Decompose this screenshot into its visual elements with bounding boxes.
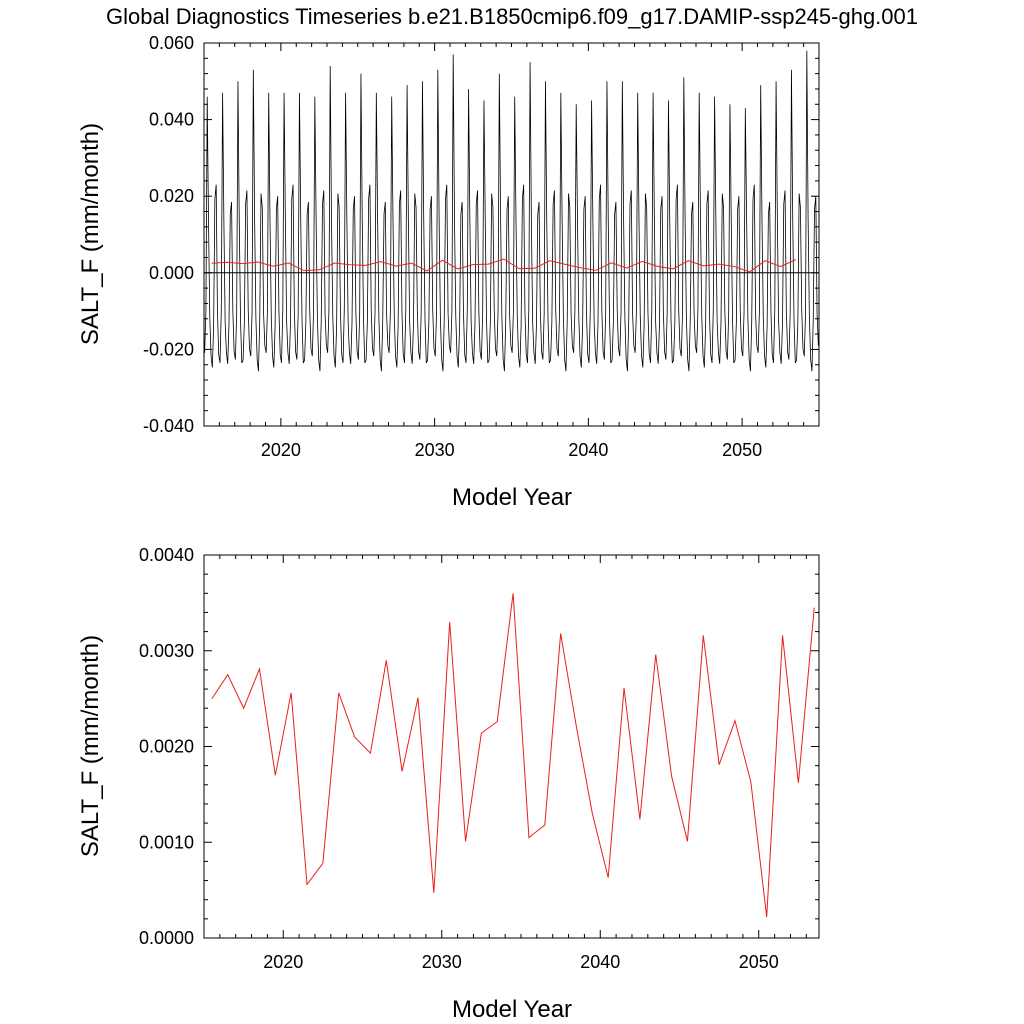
bottom-x-tick-label: 2040 bbox=[580, 952, 620, 972]
top-x-tick-label: 2030 bbox=[415, 440, 455, 460]
top-series-group bbox=[204, 50, 819, 372]
chart-panel-top: 2020 2030 2040 2050 -0.040 -0.020 0.000 0.020 0.… bbox=[77, 33, 820, 511]
top-axis-ticks: 2020 2030 2040 2050 -0.040 -0.020 0.000 0.020 0.… bbox=[143, 33, 820, 460]
bottom-y-tick-label: 0.0010 bbox=[139, 832, 194, 852]
top-x-axis-title: Model Year bbox=[452, 484, 572, 511]
bottom-axis-ticks: 2020 2030 2040 2050 0.0000 0.0010 0.0020 0.0030… bbox=[139, 545, 819, 972]
top-y-axis-title: SALT_F (mm/month) bbox=[77, 123, 104, 345]
bottom-x-axis-title: Model Year bbox=[452, 996, 572, 1023]
bottom-y-tick-label: 0.0000 bbox=[139, 928, 194, 948]
bottom-plot-frame bbox=[203, 554, 820, 939]
annual-mean-line-0 bbox=[211, 593, 815, 917]
bottom-x-tick-label: 2030 bbox=[422, 952, 462, 972]
top-y-tick-label: 0.060 bbox=[149, 33, 194, 53]
annual-mean-series-line bbox=[211, 258, 797, 273]
top-y-tick-label: 0.020 bbox=[149, 186, 194, 206]
top-y-tick-label: -0.040 bbox=[143, 416, 194, 436]
bottom-x-tick-label: 2020 bbox=[263, 952, 303, 972]
monthly-series-line bbox=[204, 50, 819, 372]
bottom-y-axis-title: SALT_F (mm/month) bbox=[77, 635, 104, 857]
bottom-series-group bbox=[211, 593, 815, 917]
top-y-tick-label: 0.040 bbox=[149, 110, 194, 130]
figure-title: Global Diagnostics Timeseries b.e21.B185… bbox=[106, 4, 918, 29]
top-x-tick-label: 2050 bbox=[722, 440, 762, 460]
top-y-tick-label: -0.020 bbox=[143, 339, 194, 359]
bottom-y-tick-label: 0.0030 bbox=[139, 641, 194, 661]
top-plot-frame bbox=[203, 42, 820, 427]
top-x-tick-label: 2040 bbox=[568, 440, 608, 460]
top-x-tick-label: 2020 bbox=[261, 440, 301, 460]
bottom-x-tick-label: 2050 bbox=[739, 952, 779, 972]
bottom-y-tick-label: 0.0020 bbox=[139, 737, 194, 757]
top-y-tick-label: 0.000 bbox=[149, 263, 194, 283]
chart-panel-bottom: 2020 2030 2040 2050 0.0000 0.0010 0.0020 0.0030… bbox=[77, 545, 820, 1023]
bottom-y-tick-label: 0.0040 bbox=[139, 545, 194, 565]
